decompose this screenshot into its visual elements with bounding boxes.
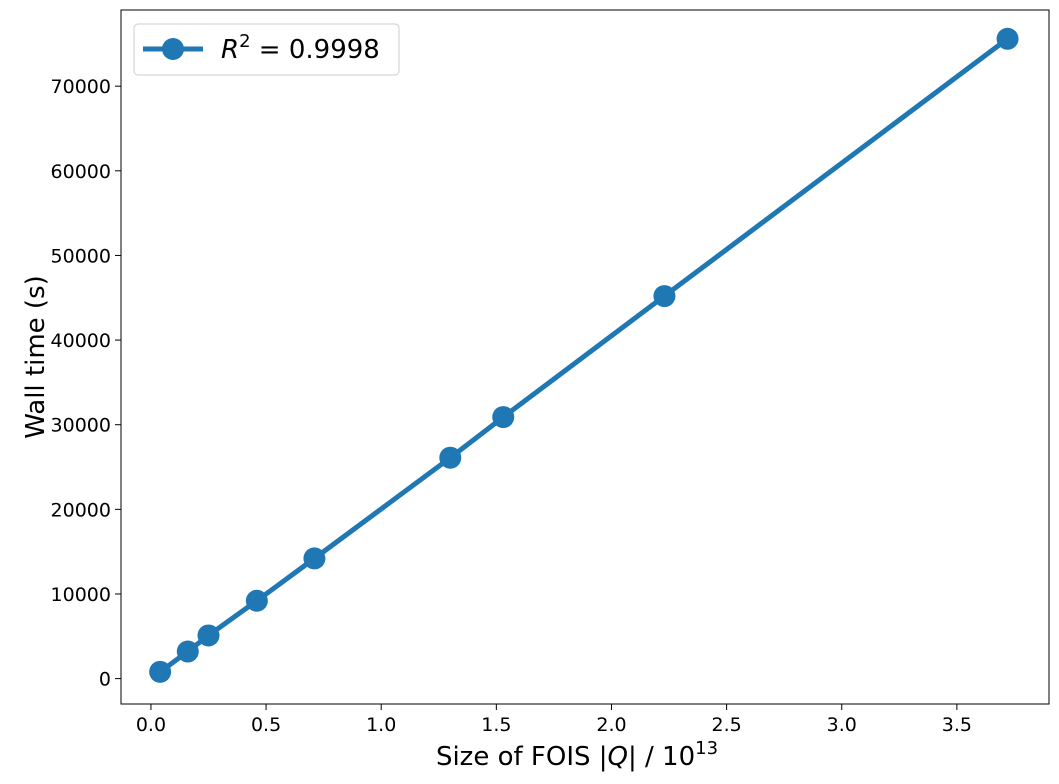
x-axis-ticks: 0.0 0.5 1.0 1.5 2.0 2.5 3.0 3.5 bbox=[136, 704, 972, 736]
y-tick-label: 30000 bbox=[51, 415, 111, 437]
y-tick-label: 70000 bbox=[51, 76, 111, 98]
legend: R2 = 0.9998 bbox=[133, 23, 400, 76]
x-tick-label: 2.0 bbox=[596, 714, 626, 736]
y-tick-label: 50000 bbox=[51, 245, 111, 267]
legend-box bbox=[133, 23, 400, 76]
x-axis-title-mid: | / 10 bbox=[628, 742, 695, 772]
x-tick-label: 0.5 bbox=[251, 714, 281, 736]
x-tick-label: 1.0 bbox=[366, 714, 396, 736]
x-axis-title-variable: Q bbox=[608, 742, 628, 772]
x-axis-title-prefix: Size of FOIS | bbox=[436, 742, 608, 772]
data-point bbox=[197, 624, 220, 647]
data-point bbox=[996, 27, 1019, 50]
x-tick-label: 0.0 bbox=[136, 714, 166, 736]
axes-frame bbox=[120, 9, 1050, 705]
data-point bbox=[176, 640, 199, 663]
x-axis-title-exponent: 13 bbox=[695, 738, 718, 759]
data-point bbox=[149, 660, 172, 683]
y-tick-label: 0 bbox=[99, 669, 111, 691]
y-tick-label: 40000 bbox=[51, 330, 111, 352]
data-point bbox=[492, 406, 515, 429]
x-tick-label: 3.0 bbox=[827, 714, 857, 736]
series-layer bbox=[149, 27, 1019, 683]
y-tick-label: 20000 bbox=[51, 499, 111, 521]
legend-label-variable: R bbox=[221, 35, 239, 65]
y-tick-label: 60000 bbox=[51, 161, 111, 183]
x-axis-title: Size of FOIS |Q| / 1013 bbox=[436, 738, 718, 772]
legend-label-exponent: 2 bbox=[239, 31, 250, 52]
legend-label-value: = 0.9998 bbox=[251, 35, 380, 65]
x-tick-label: 2.5 bbox=[712, 714, 742, 736]
data-point bbox=[303, 547, 326, 570]
y-axis-title: Wall time (s) bbox=[21, 275, 51, 439]
x-tick-label: 1.5 bbox=[481, 714, 511, 736]
x-tick-label: 3.5 bbox=[942, 714, 972, 736]
legend-label: R2 = 0.9998 bbox=[221, 31, 380, 65]
data-point bbox=[439, 446, 462, 469]
y-tick-label: 10000 bbox=[51, 584, 111, 606]
legend-marker-swatch bbox=[162, 38, 184, 60]
y-axis-ticks: 0 10000 20000 30000 40000 50000 60000 70000 bbox=[51, 76, 121, 691]
data-point bbox=[653, 285, 676, 308]
data-point bbox=[245, 589, 268, 612]
